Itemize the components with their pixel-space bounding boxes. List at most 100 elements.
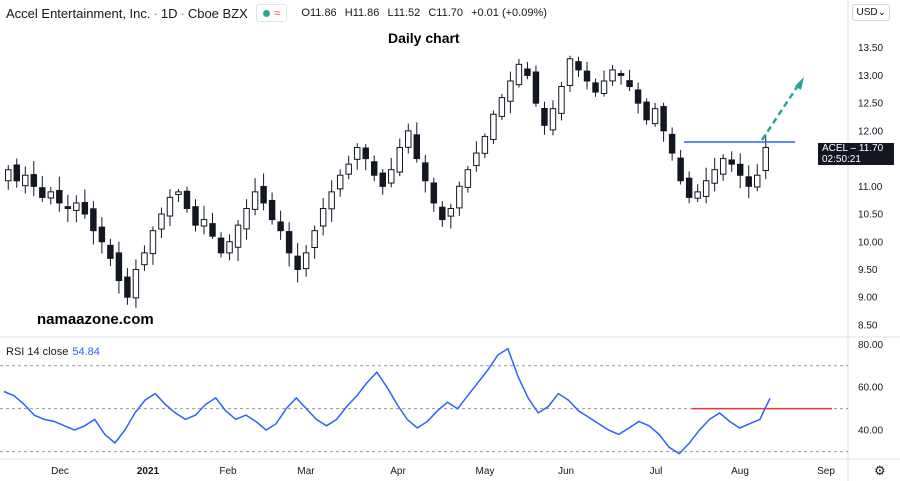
badge-countdown: 02:50:21 (822, 154, 861, 165)
candle (336, 169, 344, 197)
candle (736, 153, 744, 189)
badge-price: 11.70 (858, 143, 884, 154)
rsi-legend[interactable]: RSI 14 close 54.84 (6, 346, 100, 358)
candle (702, 167, 710, 204)
symbol-name[interactable]: Accel Entertainment, Inc. (6, 5, 151, 21)
candle (166, 189, 174, 227)
candle (430, 177, 438, 212)
candle (762, 134, 769, 180)
chart-header: Accel Entertainment, Inc. · 1D · Cboe BZ… (6, 4, 552, 22)
candle (192, 199, 199, 232)
candle (668, 127, 676, 161)
candle (5, 165, 12, 190)
candle (575, 56, 582, 77)
candle (362, 143, 369, 171)
time-axis-tick: May (476, 466, 495, 477)
candle (115, 241, 123, 294)
price-axis-tick: 9.50 (858, 265, 878, 276)
time-axis-tick: 2021 (137, 466, 160, 477)
candle (90, 201, 97, 245)
candle (532, 65, 540, 107)
candle (600, 70, 608, 97)
time-axis-tick: Sep (817, 466, 835, 477)
market-status[interactable]: ≈ (255, 4, 288, 22)
price-axis-tick: 12.00 (858, 126, 883, 137)
candle (524, 61, 531, 80)
price-axis-tick: 8.50 (858, 320, 878, 331)
candle (592, 78, 599, 97)
candle (132, 259, 140, 308)
time-axis-tick: Jun (558, 466, 574, 477)
currency-selector[interactable]: USD⌄ (852, 4, 890, 21)
chart-annotation-title: Daily chart (388, 30, 460, 46)
candle (200, 205, 208, 235)
rsi-pane (0, 347, 848, 455)
rsi-axis-tick: 60.00 (858, 383, 883, 394)
candle (22, 166, 29, 194)
candle (47, 187, 55, 205)
watermark-text: namaazone.com (37, 311, 154, 328)
chevron-down-icon: ⌄ (877, 7, 886, 18)
gear-icon[interactable]: ⚙ (874, 463, 886, 478)
interval[interactable]: 1D (160, 5, 178, 21)
candle (456, 181, 463, 216)
ohlc-readout: O11.86 H11.86 L11.52 C11.70 +0.01 (+0.09… (301, 7, 552, 19)
candle (217, 232, 225, 258)
candle (260, 173, 267, 211)
candle (98, 217, 106, 254)
price-axis-tick: 12.50 (858, 99, 883, 110)
candle (490, 110, 497, 145)
candle (719, 154, 727, 181)
candlestick-series (5, 55, 769, 308)
candle (541, 101, 548, 135)
candle (422, 154, 429, 193)
candle (328, 180, 335, 222)
ohlc-high: H11.86 (344, 7, 380, 19)
candle (609, 65, 616, 86)
candle (285, 222, 293, 267)
candle (158, 207, 165, 239)
price-axis-tick: 11.00 (858, 182, 883, 193)
rsi-value: 54.84 (72, 346, 100, 358)
candle (685, 171, 693, 204)
candle (549, 100, 557, 136)
candle (251, 178, 259, 216)
candle (183, 186, 191, 213)
price-axis-tick: 10.50 (858, 210, 883, 221)
price-axis-tick: 10.00 (858, 237, 883, 248)
candle (643, 98, 650, 125)
candle (694, 184, 701, 202)
candle (754, 164, 761, 192)
rsi-line (3, 347, 771, 455)
time-axis-tick: Feb (219, 466, 237, 477)
candle (711, 157, 718, 192)
approx-icon: ≈ (273, 6, 281, 20)
candle (473, 141, 480, 172)
candle (39, 175, 46, 203)
rsi-axis-tick: 80.00 (858, 340, 883, 351)
price-axis-tick: 13.00 (858, 71, 883, 82)
candle (481, 133, 489, 159)
candle (464, 166, 472, 193)
time-axis-tick: Aug (731, 466, 749, 477)
candle (660, 102, 667, 142)
candle (64, 194, 72, 223)
ohlc-close: C11.70 (428, 7, 464, 19)
candle (626, 69, 633, 92)
candle (447, 203, 455, 229)
candle (294, 243, 301, 283)
candle (617, 70, 625, 85)
rsi-axis-tick: 40.00 (858, 426, 883, 437)
candle (745, 165, 752, 199)
candle (149, 226, 157, 265)
candle (311, 225, 318, 259)
market-open-dot-icon (262, 9, 270, 17)
candle (56, 176, 63, 212)
candle (81, 189, 89, 219)
ohlc-open: O11.86 (301, 7, 337, 19)
candle (651, 102, 659, 127)
price-axis-tick: 9.00 (858, 293, 878, 304)
candle (268, 192, 276, 225)
candle (277, 210, 284, 240)
